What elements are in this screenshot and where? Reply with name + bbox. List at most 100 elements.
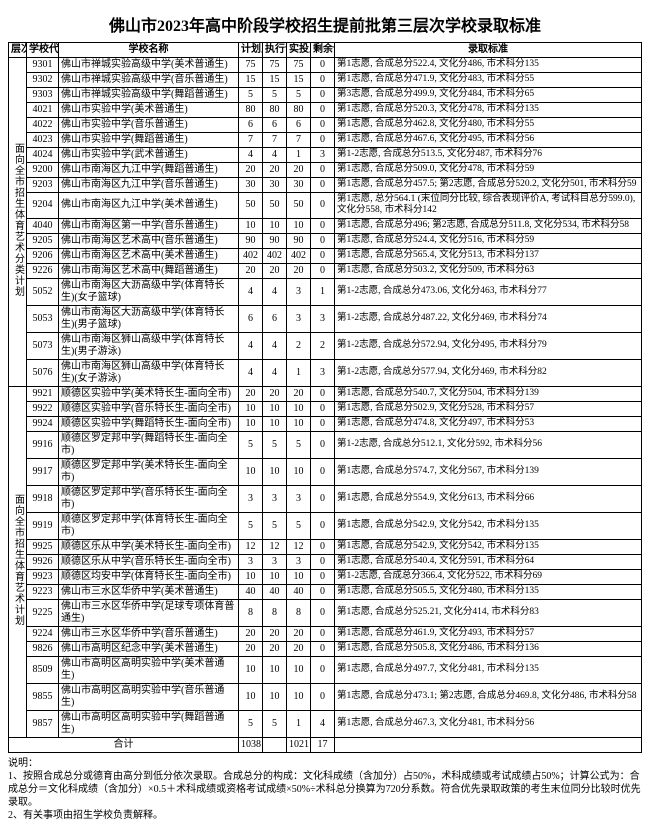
cell-name: 佛山市实验中学(武术普通生) (59, 148, 239, 163)
cell-code: 9917 (27, 458, 59, 485)
cell-remain: 0 (311, 626, 335, 641)
cell-std: 第1志愿, 合成总分461.9, 文化分493, 市术科分57 (335, 626, 642, 641)
cell-std: 第1志愿, 合成总分540.4, 文化分591, 市术科分64 (335, 554, 642, 569)
cell-remain: 3 (311, 148, 335, 163)
cell-remain: 1 (311, 278, 335, 305)
cell-std: 第1志愿, 合成总分565.4, 文化分513, 市术科分137 (335, 248, 642, 263)
cell-name: 顺德区罗定邦中学(舞蹈特长生-面向全市) (59, 431, 239, 458)
cell-code: 4021 (27, 103, 59, 118)
cell-remain: 0 (311, 73, 335, 88)
table-row: 9918顺德区罗定邦中学(音乐特长生-面向全市)3330第1志愿, 合成总分55… (9, 485, 642, 512)
cell-std: 第1志愿, 合成总分457.5; 第2志愿, 合成总分520.2, 文化分501… (335, 178, 642, 193)
cell-exec: 5 (263, 88, 287, 103)
cell-name: 佛山市南海区艺术高中(音乐普通生) (59, 233, 239, 248)
cell-actual: 30 (287, 178, 311, 193)
cell-std: 第1志愿, 合成总分502.9, 文化分528, 市术科分57 (335, 401, 642, 416)
table-row: 4024佛山市实验中学(武术普通生)4413第1-2志愿, 合成总分513.5,… (9, 148, 642, 163)
col-standard: 录取标准 (335, 43, 642, 58)
cell-plan: 15 (239, 73, 263, 88)
cell-name: 佛山市高明区高明实验中学(美术普通生) (59, 656, 239, 683)
cell-exec: 10 (263, 218, 287, 233)
cell-actual: 20 (287, 641, 311, 656)
cell-code: 9301 (27, 58, 59, 73)
cell-actual: 8 (287, 599, 311, 626)
cell-std: 第1-2志愿, 合成总分473.06, 文化分463, 市术科分77 (335, 278, 642, 305)
cell-std: 第1志愿, 合成总分496; 第2志愿, 合成总分511.8, 文化分534, … (335, 218, 642, 233)
cell-std: 第1-2志愿, 合成总分487.22, 文化分469, 市术科分74 (335, 305, 642, 332)
cell-code: 9224 (27, 626, 59, 641)
cell-plan: 90 (239, 233, 263, 248)
cell-actual: 20 (287, 386, 311, 401)
cell-actual: 20 (287, 163, 311, 178)
cell-exec: 5 (263, 512, 287, 539)
cell-exec: 4 (263, 278, 287, 305)
cell-name: 佛山市南海区艺术高中(美术普通生) (59, 248, 239, 263)
cell-name: 佛山市南海区大沥高级中学(体育特长生)(男子篮球) (59, 305, 239, 332)
cell-plan: 10 (239, 416, 263, 431)
cell-code: 9223 (27, 584, 59, 599)
col-tier: 层次 (9, 43, 27, 58)
cell-remain: 3 (311, 305, 335, 332)
cell-std: 第1-2志愿, 合成总分577.94, 文化分469, 市术科分82 (335, 359, 642, 386)
cell-std: 第1志愿, 合成总分542.9, 文化分542, 市术科分135 (335, 512, 642, 539)
cell-exec: 7 (263, 133, 287, 148)
cell-plan: 4 (239, 359, 263, 386)
totals-row: 合计1038102117 (9, 737, 642, 752)
table-row: 9924顺德区实验中学(舞蹈特长生-面向全市)1010100第1志愿, 合成总分… (9, 416, 642, 431)
cell-actual: 1 (287, 710, 311, 737)
cell-remain: 0 (311, 599, 335, 626)
cell-actual: 15 (287, 73, 311, 88)
cell-plan: 20 (239, 263, 263, 278)
cell-plan: 8 (239, 599, 263, 626)
cell-std: 第1志愿, 合成总分524.4, 文化分516, 市术科分59 (335, 233, 642, 248)
table-row: 9857佛山市高明区高明实验中学(舞蹈普通生)5514第1志愿, 合成总分467… (9, 710, 642, 737)
cell-remain: 0 (311, 58, 335, 73)
table-row: 面向全市招生体育艺术分类计划9301佛山市禅城实验高级中学(美术普通生)7575… (9, 58, 642, 73)
totals-remain: 17 (311, 737, 335, 752)
cell-remain: 0 (311, 458, 335, 485)
cell-plan: 20 (239, 626, 263, 641)
cell-exec: 10 (263, 569, 287, 584)
cell-exec: 90 (263, 233, 287, 248)
cell-actual: 3 (287, 305, 311, 332)
cell-actual: 10 (287, 683, 311, 710)
col-name: 学校名称 (59, 43, 239, 58)
cell-exec: 10 (263, 683, 287, 710)
cell-std: 第1志愿, 合成总分554.9, 文化分613, 市术科分66 (335, 485, 642, 512)
notes: 说明： 1、按照合成总分或德育由高分到低分依次录取。合成总分的构成：文化科成绩（… (8, 757, 642, 822)
cell-exec: 6 (263, 305, 287, 332)
cell-exec: 4 (263, 148, 287, 163)
cell-std: 第1志愿, 合成总分509.0, 文化分478, 市术科分59 (335, 163, 642, 178)
cell-std: 第1-2志愿, 合成总分366.4, 文化分522, 市术科分69 (335, 569, 642, 584)
cell-exec: 80 (263, 103, 287, 118)
cell-code: 9918 (27, 485, 59, 512)
table-row: 9203佛山市南海区九江中学(音乐普通生)3030300第1志愿, 合成总分45… (9, 178, 642, 193)
cell-std: 第1志愿, 合成总分503.2, 文化分509, 市术科分63 (335, 263, 642, 278)
cell-plan: 6 (239, 118, 263, 133)
cell-actual: 2 (287, 332, 311, 359)
cell-actual: 3 (287, 554, 311, 569)
admission-table: 层次 学校代码 学校名称 计划人数 执行计划 实投人数 剩余计划 录取标准 面向… (8, 42, 642, 753)
cell-plan: 12 (239, 539, 263, 554)
cell-name: 佛山市南海区艺术高中(舞蹈普通生) (59, 263, 239, 278)
cell-plan: 5 (239, 88, 263, 103)
table-row: 9919顺德区罗定邦中学(体育特长生-面向全市)5550第1志愿, 合成总分54… (9, 512, 642, 539)
cell-code: 9921 (27, 386, 59, 401)
cell-name: 佛山市高明区纪念中学(美术普通生) (59, 641, 239, 656)
cell-actual: 5 (287, 512, 311, 539)
totals-label: 合计 (9, 737, 239, 752)
cell-actual: 10 (287, 656, 311, 683)
cell-exec: 8 (263, 599, 287, 626)
cell-std: 第1志愿, 合成总分574.7, 文化分567, 市术科分139 (335, 458, 642, 485)
table-row: 4021佛山市实验中学(美术普通生)8080800第1志愿, 合成总分520.3… (9, 103, 642, 118)
table-row: 9855佛山市高明区高明实验中学(音乐普通生)1010100第1志愿, 合成总分… (9, 683, 642, 710)
cell-actual: 1 (287, 359, 311, 386)
cell-exec: 20 (263, 626, 287, 641)
cell-code: 5052 (27, 278, 59, 305)
cell-name: 佛山市禅城实验高级中学(美术普通生) (59, 58, 239, 73)
cell-exec: 10 (263, 656, 287, 683)
cell-actual: 1 (287, 148, 311, 163)
cell-plan: 5 (239, 431, 263, 458)
cell-exec: 5 (263, 431, 287, 458)
cell-name: 佛山市禅城实验高级中学(音乐普通生) (59, 73, 239, 88)
